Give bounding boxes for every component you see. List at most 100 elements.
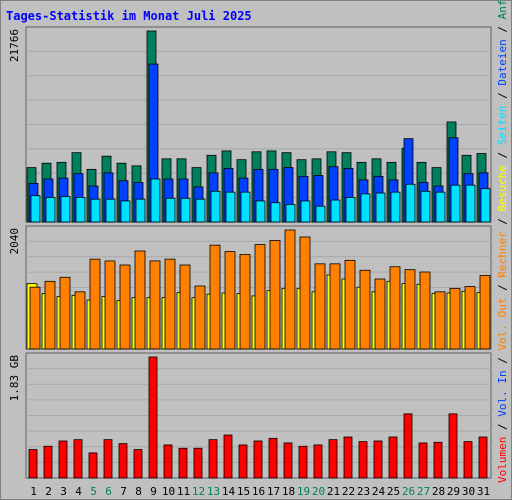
- x-tick-label: 28: [432, 485, 445, 498]
- y-max-label-1: 21766: [8, 29, 21, 62]
- bar-volumen: [88, 452, 98, 479]
- bar-rechner: [239, 254, 251, 350]
- bar-volumen: [283, 442, 293, 479]
- bar-rechner: [179, 264, 191, 350]
- bar-volumen: [253, 440, 263, 479]
- bar-volumen: [73, 439, 83, 479]
- bar-rechner: [74, 291, 86, 350]
- bar-rechner: [374, 278, 386, 350]
- legend-separator: /: [496, 19, 509, 39]
- x-tick-label: 7: [120, 485, 127, 498]
- bar-volumen: [373, 440, 383, 479]
- bar-rechner: [164, 258, 176, 350]
- bar-volumen: [238, 444, 248, 479]
- bar-rechner: [389, 266, 401, 350]
- bar-rechner: [89, 258, 101, 350]
- bar-volumen: [448, 413, 458, 479]
- bar-rechner: [284, 229, 296, 350]
- x-tick-label: 6: [105, 485, 112, 498]
- bar-seiten: [210, 190, 221, 223]
- bar-rechner: [314, 263, 326, 350]
- bar-rechner: [464, 286, 476, 350]
- bar-seiten: [450, 184, 461, 223]
- chart-title: Tages-Statistik im Monat Juli 2025: [6, 9, 252, 23]
- x-tick-label: 30: [462, 485, 475, 498]
- bar-seiten: [120, 200, 131, 223]
- bar-seiten: [150, 178, 161, 223]
- x-tick-label: 4: [75, 485, 82, 498]
- legend-separator: /: [496, 351, 509, 371]
- legend-entry: Rechner: [496, 231, 509, 278]
- bar-seiten: [30, 195, 41, 223]
- bar-seiten: [390, 191, 401, 223]
- x-tick-label: 9: [150, 485, 157, 498]
- bar-volumen: [58, 440, 68, 479]
- bar-seiten: [435, 191, 446, 223]
- x-tick-label: 29: [447, 485, 460, 498]
- bar-rechner: [119, 264, 131, 350]
- bar-volumen: [403, 413, 413, 479]
- legend-entry: Vol. Out: [496, 298, 509, 351]
- y-max-label-3: 1.83 GB: [8, 355, 21, 402]
- bar-seiten: [420, 190, 431, 223]
- bar-seiten: [375, 192, 386, 223]
- x-tick-label: 2: [45, 485, 52, 498]
- bar-rechner: [29, 286, 41, 350]
- bar-rechner: [194, 285, 206, 350]
- bar-rechner: [479, 275, 491, 350]
- bar-seiten: [285, 204, 296, 223]
- bar-rechner: [134, 250, 146, 350]
- bar-rechner: [149, 260, 161, 350]
- bar-volumen: [133, 449, 143, 479]
- chart-panels: 21766 2040 1.83 GB: [8, 26, 492, 479]
- bar-rechner: [329, 263, 341, 350]
- bar-volumen: [418, 442, 428, 479]
- x-tick-label: 5: [90, 485, 97, 498]
- x-tick-label: 15: [237, 485, 250, 498]
- bar-volumen: [103, 439, 113, 479]
- bar-seiten: [465, 184, 476, 223]
- bar-volumen: [208, 439, 218, 479]
- bar-volumen: [118, 443, 128, 479]
- x-tick-label: 14: [222, 485, 236, 498]
- bar-rechner: [344, 259, 356, 350]
- x-tick-label: 20: [312, 485, 325, 498]
- bar-seiten: [360, 193, 371, 223]
- x-tick-label: 21: [327, 485, 340, 498]
- bar-rechner: [224, 251, 236, 350]
- bar-seiten: [45, 197, 56, 223]
- bar-volumen: [328, 439, 338, 479]
- bar-rechner: [254, 244, 266, 350]
- x-tick-label: 19: [297, 485, 310, 498]
- bar-seiten: [270, 202, 281, 223]
- bar-volumen: [478, 436, 488, 479]
- bar-seiten: [315, 205, 326, 223]
- bar-rechner: [449, 287, 461, 350]
- bar-volumen: [298, 445, 308, 479]
- bar-rechner: [404, 269, 416, 350]
- x-tick-label: 31: [477, 485, 490, 498]
- x-tick-label: 23: [357, 485, 370, 498]
- bar-seiten: [60, 196, 71, 223]
- bar-seiten: [90, 198, 101, 223]
- bar-seiten: [195, 198, 206, 223]
- bar-rechner: [269, 240, 281, 350]
- legend-separator: /: [496, 145, 509, 165]
- bar-volumen: [388, 436, 398, 479]
- x-tick-label: 13: [207, 485, 220, 498]
- bar-volumen: [163, 444, 173, 479]
- right-legend: Volumen / Vol. In / Vol. Out / Rechner /…: [496, 1, 509, 483]
- bar-seiten: [345, 197, 356, 223]
- bar-rechner: [299, 236, 311, 350]
- bar-rechner: [434, 291, 446, 350]
- legend-separator: /: [496, 417, 509, 437]
- y-max-label-2: 2040: [8, 228, 21, 255]
- x-tick-label: 27: [417, 485, 430, 498]
- bar-rechner: [104, 260, 116, 350]
- bar-seiten: [105, 198, 116, 223]
- bar-seiten: [330, 199, 341, 223]
- bar-volumen: [193, 447, 203, 479]
- bar-volumen: [433, 441, 443, 479]
- bar-seiten: [405, 183, 416, 223]
